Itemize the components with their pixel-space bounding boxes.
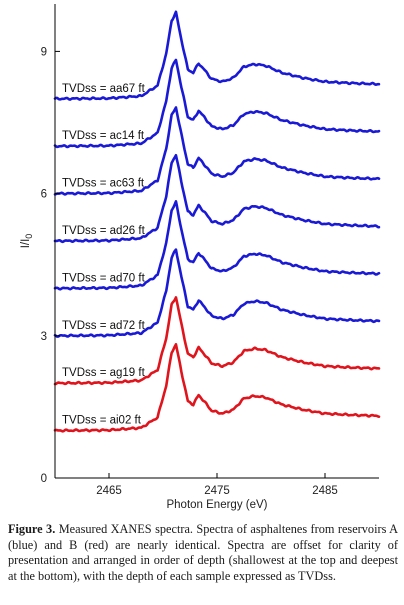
figure-label: Figure 3. [8, 522, 56, 536]
plot-area: TVDss = aa67 ft TVDss = ac14 ft TVDss = ac… [53, 10, 381, 433]
spectrum-label: TVDss = ad26 ft [62, 225, 146, 237]
x-tick-label: 2475 [204, 485, 230, 497]
y-tick-label: 6 [41, 189, 47, 201]
spectrum-line [53, 296, 381, 386]
spectrum-label: TVDss = aa67 ft [62, 83, 146, 95]
spectrum-label: TVDss = ai02 ft [62, 415, 142, 427]
spectrum-label: TVDss = ad70 ft [62, 272, 146, 284]
y-tick-label: 0 [41, 473, 47, 485]
spectrum-label: TVDss = ac14 ft [62, 130, 145, 142]
x-tick-label: 2465 [96, 485, 122, 497]
y-tick-label: 3 [41, 331, 47, 343]
spectrum-line [53, 58, 381, 149]
x-tick-label: 2485 [312, 485, 338, 497]
y-axis-title: I/I0 [20, 234, 34, 249]
spectrum-line [53, 343, 381, 433]
caption-text: Measured XANES spectra. Spectra of aspha… [8, 522, 399, 583]
spectrum-label: TVDss = ad72 ft [62, 320, 146, 332]
spectrum-label: TVDss = ac63 ft [62, 178, 145, 190]
figure-caption: Figure 3. Measured XANES spectra. Spectr… [8, 522, 398, 584]
spectrum-line [53, 154, 381, 244]
spectrum-line [53, 10, 381, 101]
y-tick-label: 9 [41, 46, 47, 58]
x-axis-title: Photon Energy (eV) [166, 499, 267, 511]
xanes-chart: TVDss = aa67 ft TVDss = ac14 ft TVDss = ac… [20, 4, 381, 511]
spectrum-line [53, 106, 381, 196]
spectrum-line [53, 200, 381, 291]
spectrum-line [53, 248, 381, 338]
axes: 2465 2475 2485 0 3 6 9 [41, 4, 379, 497]
spectrum-label: TVDss = ag19 ft [62, 367, 146, 379]
